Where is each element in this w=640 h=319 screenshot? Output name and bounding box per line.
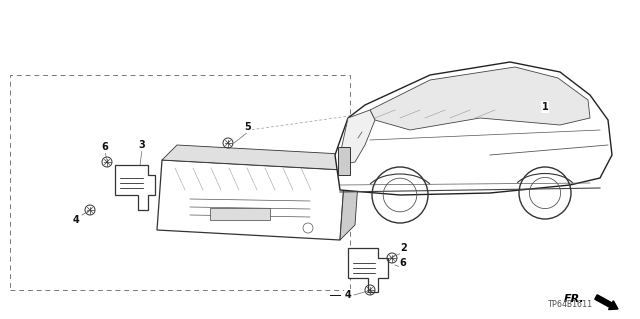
- Polygon shape: [348, 248, 388, 292]
- FancyArrow shape: [595, 295, 618, 309]
- Bar: [338, 147, 350, 175]
- Text: TP64B1611: TP64B1611: [547, 300, 593, 309]
- Polygon shape: [340, 110, 375, 165]
- Polygon shape: [157, 160, 345, 240]
- Bar: [210, 208, 270, 220]
- Polygon shape: [370, 67, 590, 130]
- Text: 2: 2: [401, 243, 408, 253]
- Text: 1: 1: [541, 102, 548, 112]
- Polygon shape: [162, 145, 360, 170]
- Text: 6: 6: [102, 142, 108, 152]
- Text: 3: 3: [139, 140, 145, 150]
- Polygon shape: [115, 165, 155, 210]
- Text: 6: 6: [399, 258, 406, 268]
- Text: 4: 4: [344, 290, 351, 300]
- Text: 4: 4: [72, 215, 79, 225]
- Text: 5: 5: [244, 122, 252, 132]
- Text: FR.: FR.: [564, 294, 584, 304]
- Polygon shape: [335, 62, 612, 195]
- Polygon shape: [340, 155, 360, 240]
